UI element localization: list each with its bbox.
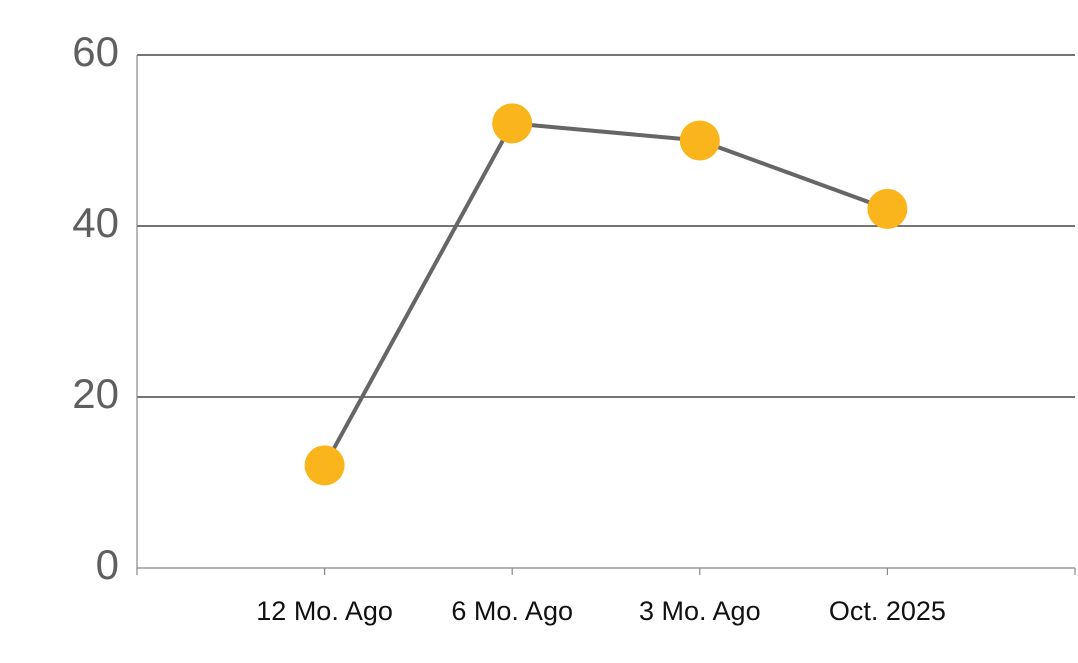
y-tick-label: 20: [72, 370, 119, 417]
marker: [492, 103, 533, 144]
x-tick-label: 12 Mo. Ago: [256, 596, 393, 626]
line: [322, 121, 889, 467]
x-tick-label: Oct. 2025: [829, 596, 946, 626]
marker: [304, 445, 345, 486]
marker: [867, 188, 908, 229]
x-tick-label: 6 Mo. Ago: [451, 596, 573, 626]
x-tick-label: 3 Mo. Ago: [639, 596, 761, 626]
marker: [679, 120, 720, 161]
y-tick-label: 40: [72, 199, 119, 246]
y-tick-label: 60: [72, 28, 119, 75]
y-tick-label: 0: [96, 541, 119, 588]
